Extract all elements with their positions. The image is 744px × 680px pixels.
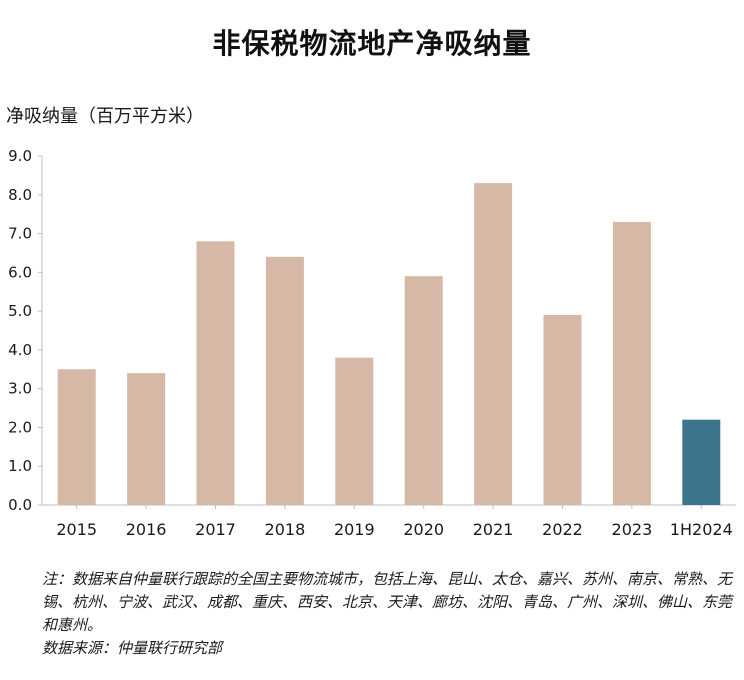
y-axis-label: 净吸纳量（百万平方米） — [6, 106, 204, 127]
x-tick-label: 2017 — [195, 520, 236, 539]
bar-2015 — [57, 369, 96, 505]
x-tick-label: 2018 — [265, 520, 306, 539]
bar-chart: 0.0 1.0 2.0 3.0 4.0 5.0 6.0 7.0 8.0 9.0 2015 2016 20… — [8, 147, 736, 539]
bar-2023 — [612, 221, 651, 505]
x-tick-label: 2015 — [56, 520, 97, 539]
bar-1H2024 — [682, 419, 721, 505]
x-tick-label: 2021 — [473, 520, 514, 539]
bar-2017 — [196, 241, 235, 506]
x-tick-label: 2020 — [403, 520, 444, 539]
y-tick-label: 0.0 — [8, 496, 32, 514]
y-tick-label: 1.0 — [8, 457, 32, 475]
y-tick-label: 3.0 — [8, 380, 32, 398]
y-tick-label: 8.0 — [8, 186, 32, 204]
y-tick-label: 6.0 — [8, 263, 32, 281]
x-tick-label: 2016 — [126, 520, 167, 539]
bar-2021 — [474, 183, 513, 505]
bar-2018 — [265, 256, 304, 505]
note-text: 注：数据来自仲量联行跟踪的全国主要物流城市，包括上海、昆山、太仓、嘉兴、苏州、南… — [42, 570, 733, 634]
y-tick-label: 9.0 — [8, 147, 32, 165]
chart-title: 非保税物流地产净吸纳量 — [212, 27, 532, 60]
bar-2019 — [335, 357, 374, 505]
y-tick-label: 4.0 — [8, 341, 32, 359]
x-tick-label: 2019 — [334, 520, 375, 539]
bar-2022 — [543, 314, 582, 505]
chart-notes: 注：数据来自仲量联行跟踪的全国主要物流城市，包括上海、昆山、太仓、嘉兴、苏州、南… — [42, 568, 732, 660]
bar-2020 — [404, 276, 443, 505]
y-tick-label: 7.0 — [8, 225, 32, 243]
x-tick-label: 2022 — [542, 520, 583, 539]
y-tick-label: 5.0 — [8, 302, 32, 320]
bar-2016 — [127, 373, 166, 505]
x-tick-label: 2023 — [612, 520, 653, 539]
y-tick-label: 2.0 — [8, 418, 32, 436]
x-tick-label: 1H2024 — [670, 520, 733, 539]
source-text: 数据来源：仲量联行研究部 — [42, 639, 223, 657]
